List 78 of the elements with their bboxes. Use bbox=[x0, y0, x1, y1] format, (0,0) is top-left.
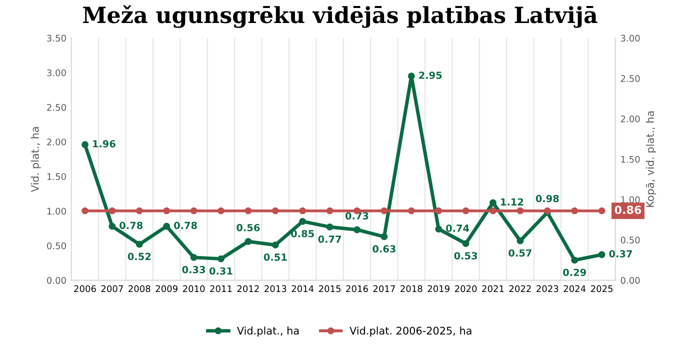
data-label: 0.98 bbox=[536, 194, 559, 202]
y-tick-label: 0.00 bbox=[47, 276, 66, 284]
point bbox=[190, 254, 198, 261]
data-label: 0.53 bbox=[454, 252, 478, 260]
x-tick-label: 2024 bbox=[564, 285, 586, 292]
x-tick-label: 2020 bbox=[454, 285, 477, 292]
point bbox=[244, 238, 252, 245]
x-tick-label: 2013 bbox=[264, 285, 286, 292]
point bbox=[272, 241, 279, 248]
y2-tick-label: 2.00 bbox=[620, 116, 640, 122]
x-tick-label: 2022 bbox=[509, 285, 531, 292]
x-tick-label: 2006 bbox=[74, 285, 96, 292]
x-tick-label: 2012 bbox=[237, 285, 259, 292]
point bbox=[354, 226, 360, 234]
x-tick-label: 2023 bbox=[536, 285, 558, 292]
x-tick-label: 2014 bbox=[292, 285, 314, 292]
x-tick-label: 2016 bbox=[346, 285, 368, 292]
data-label: 0.31 bbox=[209, 267, 232, 275]
data-label: 0.29 bbox=[563, 268, 586, 276]
data-label: 0.63 bbox=[372, 245, 396, 253]
y2-tick-label: 2.50 bbox=[620, 75, 640, 82]
x-tick-label: 2017 bbox=[373, 285, 395, 292]
point bbox=[408, 72, 415, 80]
y-tick-label: 0.50 bbox=[47, 242, 66, 250]
point bbox=[299, 218, 306, 225]
point bbox=[462, 240, 470, 248]
x-tick-label: 2011 bbox=[210, 285, 232, 292]
point bbox=[136, 240, 143, 248]
y2-tick-label: 1.50 bbox=[621, 156, 640, 163]
data-label: 0.78 bbox=[120, 222, 143, 230]
x-tick-label: 2008 bbox=[128, 285, 150, 292]
point bbox=[380, 233, 388, 240]
data-label: 0.56 bbox=[236, 224, 260, 232]
point bbox=[516, 237, 524, 244]
x-tick-label: 2015 bbox=[318, 285, 340, 292]
y-tick-label: 2.50 bbox=[47, 104, 66, 111]
y2-tick-label: 0.50 bbox=[620, 236, 640, 244]
chart-title: Meža ugunsgrēku vidējās platības Latvijā bbox=[83, 5, 598, 28]
y2-axis-title: Kopā, vid. plat., ha bbox=[646, 111, 656, 207]
y2-tick-label: 1.00 bbox=[621, 196, 640, 204]
point bbox=[108, 222, 116, 230]
data-label: 0.33 bbox=[182, 266, 206, 274]
data-label: 1.12 bbox=[501, 198, 524, 206]
data-label: 0.57 bbox=[508, 249, 532, 257]
legend-label: Vid.plat. 2006-2025, ha bbox=[350, 326, 472, 337]
y2-tick-label: 3.00 bbox=[620, 34, 640, 42]
x-tick-label: 2021 bbox=[482, 285, 504, 292]
x-tick-label: 2007 bbox=[101, 285, 123, 292]
x-tick-label: 2018 bbox=[400, 285, 422, 292]
y-tick-label: 3.00 bbox=[47, 69, 66, 76]
y-tick-label: 1.50 bbox=[47, 173, 66, 180]
y-tick-label: 3.50 bbox=[47, 34, 66, 42]
point bbox=[598, 251, 606, 258]
data-label: 0.52 bbox=[128, 252, 151, 260]
data-label: 2.95 bbox=[419, 72, 442, 79]
data-label: 0.51 bbox=[264, 253, 287, 261]
point bbox=[571, 256, 578, 264]
data-label: 0.74 bbox=[446, 224, 470, 232]
x-tick-label: 2025 bbox=[590, 285, 612, 292]
legend-label: Vid.plat., ha bbox=[237, 326, 299, 337]
x-tick-label: 2010 bbox=[182, 285, 205, 292]
point bbox=[163, 222, 170, 230]
y2-tick-label: 0.00 bbox=[620, 276, 640, 284]
data-label: 1.96 bbox=[93, 140, 116, 148]
point bbox=[435, 226, 442, 233]
point bbox=[82, 141, 88, 148]
x-tick-label: 2019 bbox=[428, 285, 450, 292]
x-tick-label: 2009 bbox=[156, 285, 178, 292]
data-label: 0.78 bbox=[174, 222, 197, 230]
point bbox=[326, 224, 334, 230]
y-tick-label: 1.00 bbox=[47, 208, 66, 215]
data-label: 0.86 bbox=[614, 206, 642, 214]
y-tick-label: 2.00 bbox=[47, 138, 66, 146]
point bbox=[490, 199, 496, 206]
data-label: 0.37 bbox=[609, 250, 632, 258]
point bbox=[218, 255, 224, 262]
data-label: 0.77 bbox=[318, 235, 342, 243]
y-axis-title: Vid. plat., ha bbox=[30, 127, 41, 192]
